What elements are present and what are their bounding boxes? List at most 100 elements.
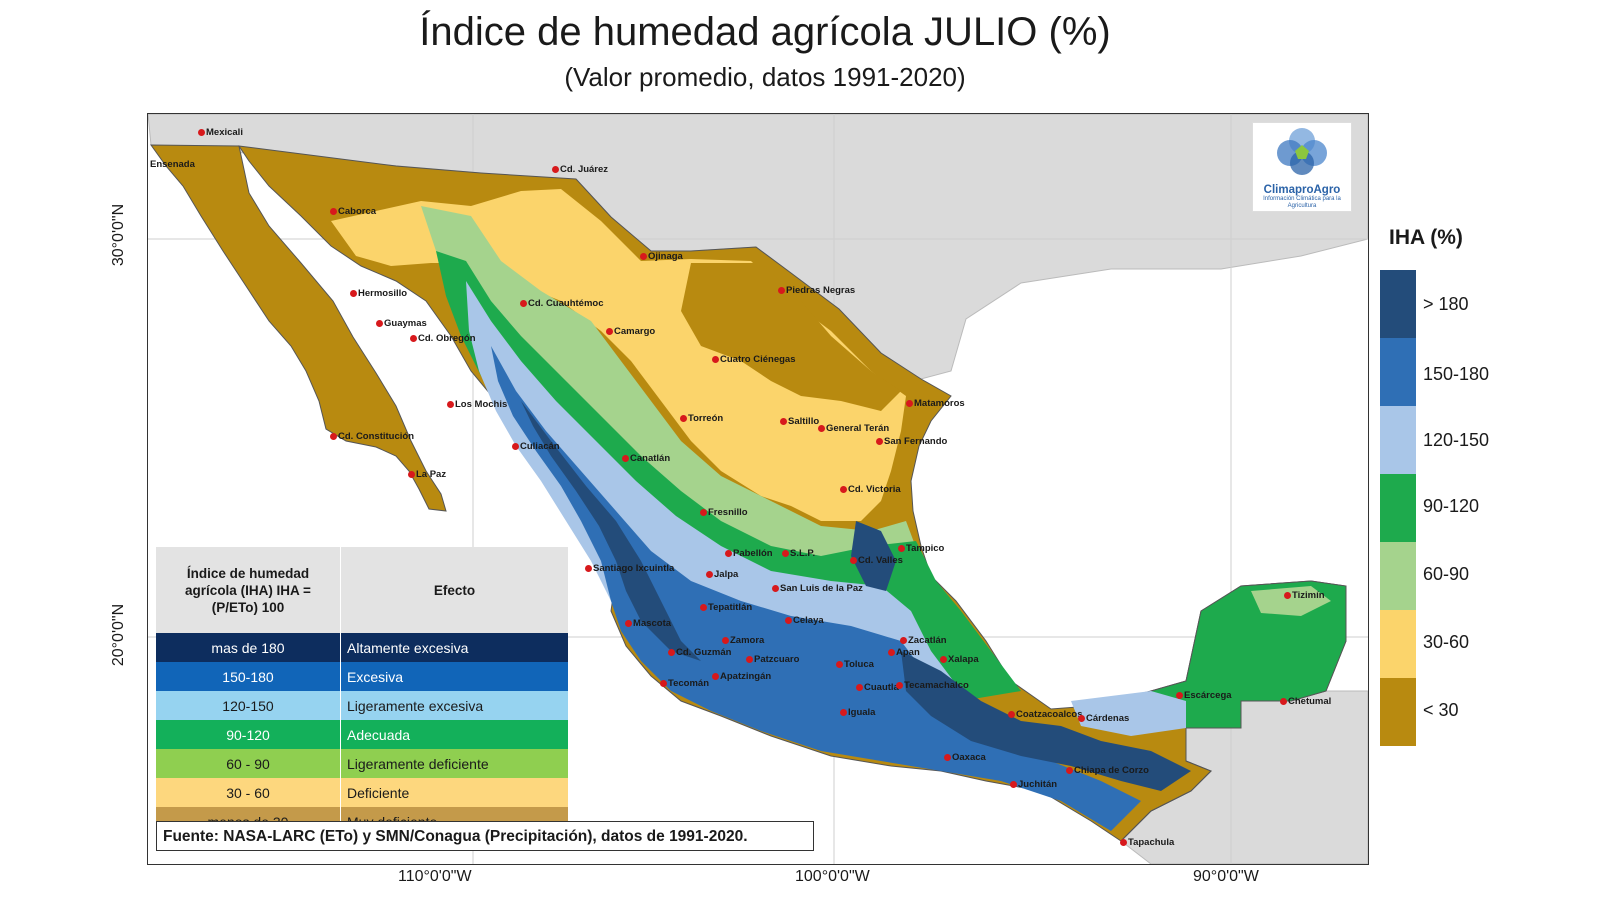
table-row: 120-150 Ligeramente excesiva xyxy=(156,691,568,720)
city-label: Matamoros xyxy=(906,399,965,409)
map-subtitle: (Valor promedio, datos 1991-2020) xyxy=(564,62,966,92)
city-marker-icon xyxy=(606,327,613,335)
city-label: Torreón xyxy=(680,414,723,424)
city-marker-icon xyxy=(640,252,647,260)
city-label: Cd. Juárez xyxy=(552,165,608,175)
table-row: 150-180 Excesiva xyxy=(156,662,568,691)
zone-dry-core xyxy=(681,263,901,411)
lon-label-110w: 110°0'0"W xyxy=(398,868,472,885)
city-label: Toluca xyxy=(836,660,874,670)
city-marker-icon xyxy=(840,485,847,493)
flower-logo-icon xyxy=(1277,128,1327,175)
zone-60-90 xyxy=(421,206,921,571)
city-marker-icon xyxy=(780,417,787,425)
city-marker-icon xyxy=(622,454,629,462)
city-marker-icon xyxy=(680,414,687,422)
table-header-iha: Índice de humedad agrícola (IHA) IHA = (… xyxy=(156,547,341,633)
city-label: Cd. Cuauhtémoc xyxy=(520,299,603,309)
city-label: Tampico xyxy=(898,544,944,554)
table-cell-effect: Deficiente xyxy=(347,784,410,801)
zone-120-150 xyxy=(466,281,991,736)
city-marker-icon xyxy=(840,708,847,716)
city-marker-icon xyxy=(1280,697,1287,705)
city-marker-icon xyxy=(330,207,337,215)
city-label: Los Mochis xyxy=(447,400,507,410)
city-marker-icon xyxy=(330,432,337,440)
tabasco-lowland xyxy=(1071,691,1186,736)
city-label: Mascota xyxy=(625,619,671,629)
city-marker-icon xyxy=(712,672,719,680)
yucatan-peninsula xyxy=(1150,580,1347,729)
city-label: Tizimín xyxy=(1284,591,1325,601)
city-marker-icon xyxy=(198,128,205,136)
source-note: Fuente: NASA-LARC (ETo) y SMN/Conagua (P… xyxy=(156,821,814,851)
table-cell-range: 60 - 90 xyxy=(156,749,341,778)
city-label: Piedras Negras xyxy=(778,286,855,296)
city-label: Canatlán xyxy=(622,454,670,464)
city-label: Ensenada xyxy=(150,159,195,170)
city-marker-icon xyxy=(722,636,729,644)
lon-label-100w: 100°0'0"W xyxy=(795,868,870,885)
city-marker-icon xyxy=(660,679,667,687)
legend-title: IHA (%) xyxy=(1389,226,1463,249)
iha-effect-table: Índice de humedad agrícola (IHA) IHA = (… xyxy=(156,547,568,836)
city-marker-icon xyxy=(836,660,843,668)
city-label: Oaxaca xyxy=(944,753,986,763)
legend-label: > 180 xyxy=(1423,294,1469,314)
city-label: S.L.P. xyxy=(782,549,815,559)
city-label: Guaymas xyxy=(376,319,427,329)
legend-label: 60-90 xyxy=(1423,564,1470,584)
city-label: General Terán xyxy=(818,424,889,434)
city-label: Zamora xyxy=(722,636,764,646)
legend-label: 90-120 xyxy=(1423,496,1480,516)
city-marker-icon xyxy=(888,648,895,656)
table-cell-effect: Adecuada xyxy=(347,726,411,743)
city-marker-icon xyxy=(1078,714,1085,722)
legend-swatch xyxy=(1380,474,1416,542)
table-cell-range: 30 - 60 xyxy=(156,778,341,807)
table-row: 60 - 90 Ligeramente deficiente xyxy=(156,749,568,778)
city-marker-icon xyxy=(782,549,789,557)
city-marker-icon xyxy=(900,636,907,644)
legend-label: 120-150 xyxy=(1423,430,1490,450)
legend-label: 30-60 xyxy=(1423,632,1470,652)
zone-30-60 xyxy=(331,189,906,521)
table-header-row: Índice de humedad agrícola (IHA) IHA = (… xyxy=(156,547,568,633)
city-marker-icon xyxy=(700,508,707,516)
city-label: Apatzingán xyxy=(712,672,771,682)
zone-gt-180-south xyxy=(901,651,1191,791)
city-label: Cd. Constitución xyxy=(330,432,414,442)
city-label: Chetumal xyxy=(1280,697,1331,707)
city-label: Tecamachalco xyxy=(896,681,969,691)
mexico-map[interactable] xyxy=(148,114,1368,864)
city-label: Culiacán xyxy=(512,442,560,452)
legend-label: 150-180 xyxy=(1423,364,1490,384)
legend-swatch xyxy=(1380,542,1416,610)
table-cell-range: 150-180 xyxy=(156,662,341,691)
city-label: Ojinaga xyxy=(640,252,683,262)
map-frame[interactable] xyxy=(147,113,1369,865)
logo-brand-name: ClimaproAgro xyxy=(1263,184,1341,196)
city-marker-icon xyxy=(725,549,732,557)
city-label: Mexicali xyxy=(198,128,243,138)
city-label: Escárcega xyxy=(1176,691,1232,701)
climaproagro-logo: ClimaproAgro Información Climática para … xyxy=(1252,122,1352,212)
city-label: Chiapa de Corzo xyxy=(1066,766,1149,776)
table-header-effect: Efecto xyxy=(340,547,568,633)
legend-label: < 30 xyxy=(1423,700,1459,720)
city-label: Cuatro Ciénegas xyxy=(712,355,796,365)
map-title: Índice de humedad agrícola JULIO (%) xyxy=(419,10,1111,54)
city-label: Santiago Ixcuintla xyxy=(585,564,674,574)
city-label: Jalpa xyxy=(706,570,738,580)
city-marker-icon xyxy=(778,286,785,294)
city-marker-icon xyxy=(376,319,383,327)
city-label: Caborca xyxy=(330,207,376,217)
city-marker-icon xyxy=(1008,710,1015,718)
legend-swatch xyxy=(1380,338,1416,406)
city-marker-icon xyxy=(1176,691,1183,699)
city-label: Cd. Obregón xyxy=(410,334,476,344)
table-row: 30 - 60 Deficiente xyxy=(156,778,568,807)
city-marker-icon xyxy=(785,616,792,624)
city-label: Cuautla xyxy=(856,683,899,693)
guatemala-border xyxy=(1120,728,1212,842)
